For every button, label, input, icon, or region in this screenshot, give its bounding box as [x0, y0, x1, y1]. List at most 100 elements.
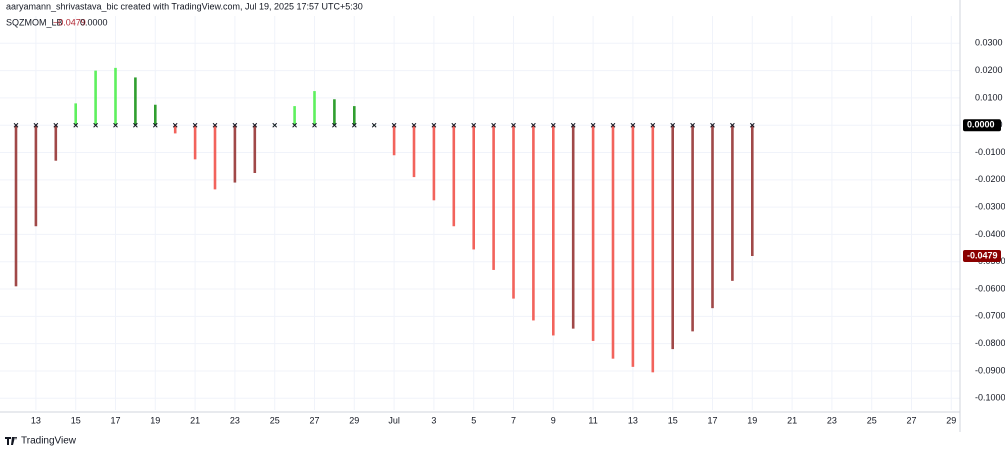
bar [94, 70, 97, 126]
y-tick-label: -0.0900 [975, 365, 1005, 375]
bar [412, 125, 416, 178]
squeeze-dot [371, 122, 377, 128]
squeeze-dot [570, 122, 576, 128]
bar [651, 125, 655, 373]
x-tick-label: 25 [270, 415, 280, 425]
y-tick-label: 0.0200 [975, 65, 1003, 75]
x-tick-label: 23 [230, 415, 240, 425]
squeeze-dot [391, 122, 397, 128]
squeeze-dot [590, 122, 596, 128]
squeeze-dot [650, 122, 656, 128]
bar [14, 125, 18, 287]
x-tick-label: 17 [707, 415, 717, 425]
y-tick-label: -0.0300 [975, 202, 1005, 212]
squeeze-dot [93, 122, 98, 128]
bar [512, 125, 515, 299]
squeeze-dot [272, 122, 278, 128]
squeeze-dot [252, 122, 258, 128]
bar [392, 125, 396, 156]
x-tick-label: 9 [551, 415, 556, 425]
x-tick-label: 29 [946, 415, 956, 425]
bar [472, 125, 475, 250]
y-tick-label: -0.0200 [975, 174, 1005, 184]
bar [532, 125, 535, 321]
x-tick-label: 3 [431, 415, 436, 425]
legend-name: SQZMOM_LB [6, 17, 63, 27]
y-tick-label: 0.0300 [975, 38, 1003, 48]
y-tick-label: -0.0400 [975, 229, 1005, 239]
x-tick-label: 27 [906, 415, 916, 425]
price-tag [963, 119, 1001, 132]
squeeze-dot [749, 122, 755, 128]
squeeze-dot [33, 122, 39, 128]
bar [671, 125, 674, 350]
x-tick-label: 11 [588, 415, 597, 425]
squeeze-dot [550, 122, 556, 128]
bar [173, 125, 177, 134]
x-tick-label: 27 [309, 415, 319, 425]
y-tick-label: -0.0600 [975, 283, 1005, 293]
bar [193, 125, 197, 160]
bar [552, 125, 555, 336]
x-tick-label: 25 [867, 415, 877, 425]
squeeze-dot [471, 122, 477, 128]
x-tick-label: 13 [628, 415, 638, 425]
squeeze-dot [630, 122, 636, 128]
squeeze-dot [192, 122, 198, 128]
bar [731, 125, 734, 281]
bar [333, 99, 336, 126]
x-tick-label: 19 [747, 415, 757, 425]
x-tick-label: 13 [31, 415, 41, 425]
squeeze-dot [53, 122, 59, 128]
squeeze-dot [212, 122, 218, 128]
squeeze-dot [531, 122, 536, 128]
bar [253, 125, 257, 173]
x-tick-label: 7 [511, 415, 516, 425]
bar [233, 125, 237, 183]
squeeze-dot [292, 122, 297, 128]
y-tick-label: -0.0700 [975, 311, 1005, 321]
y-tick-label: -0.0100 [975, 147, 1005, 157]
squeeze-dot [73, 122, 79, 128]
price-tag [963, 250, 1001, 263]
squeeze-dot [133, 122, 138, 128]
price-tag-label: 0.0000 [967, 120, 995, 130]
header: aaryamann_shrivastava_bic created with T… [6, 1, 363, 11]
squeeze-dot [690, 122, 695, 128]
bar [134, 77, 137, 126]
bar [711, 125, 714, 309]
bar [74, 103, 77, 126]
bar [591, 125, 595, 341]
squeeze-dot [451, 122, 457, 128]
legend-value: 0.0000 [80, 17, 108, 27]
squeeze-dot [511, 122, 516, 128]
bar [611, 125, 615, 359]
x-tick-label: 21 [190, 415, 200, 425]
squeeze-dot [113, 122, 118, 128]
bar [313, 91, 316, 126]
y-tick-label: -0.0800 [975, 338, 1005, 348]
bar [452, 125, 456, 227]
bar [751, 125, 754, 257]
squeeze-dot [610, 122, 616, 128]
squeeze-dot [730, 122, 735, 128]
squeeze-dot [411, 122, 417, 128]
legend-value: −0.0479 [53, 17, 86, 27]
bar [293, 106, 296, 126]
bar [114, 67, 117, 126]
footer: TradingView [21, 436, 77, 447]
bar [34, 125, 38, 227]
x-tick-label: 23 [827, 415, 837, 425]
bar [571, 125, 575, 329]
price-tag-label: -0.0479 [967, 250, 998, 260]
squeeze-dot [351, 122, 357, 128]
y-tick-label: 0.0100 [975, 92, 1003, 102]
logo [5, 437, 17, 445]
squeeze-dot [431, 122, 437, 128]
x-tick-label: Jul [388, 415, 400, 425]
x-tick-label: 17 [110, 415, 120, 425]
squeeze-dot [710, 122, 715, 128]
squeeze-dot [172, 122, 178, 128]
x-tick-label: 15 [668, 415, 678, 425]
x-tick-label: 21 [787, 415, 797, 425]
